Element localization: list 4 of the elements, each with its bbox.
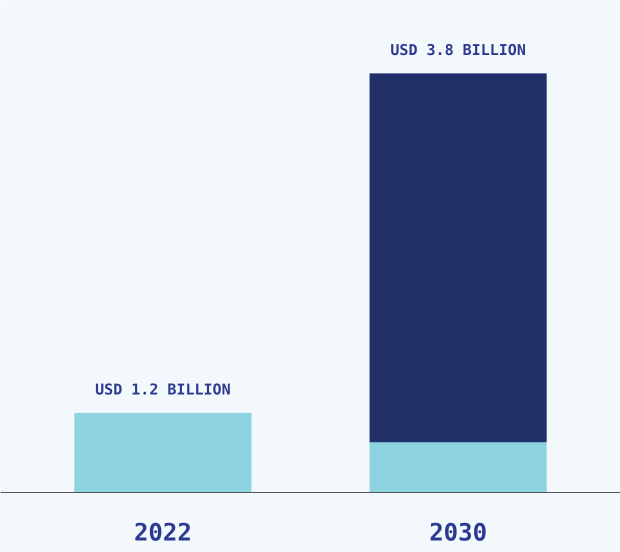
x-tick-label: 2030 xyxy=(429,518,488,546)
total-label: USD 1.2 BILLION xyxy=(95,380,231,398)
x-tick-label: 2022 xyxy=(134,518,192,546)
total-label: USD 3.8 BILLION xyxy=(390,40,526,59)
